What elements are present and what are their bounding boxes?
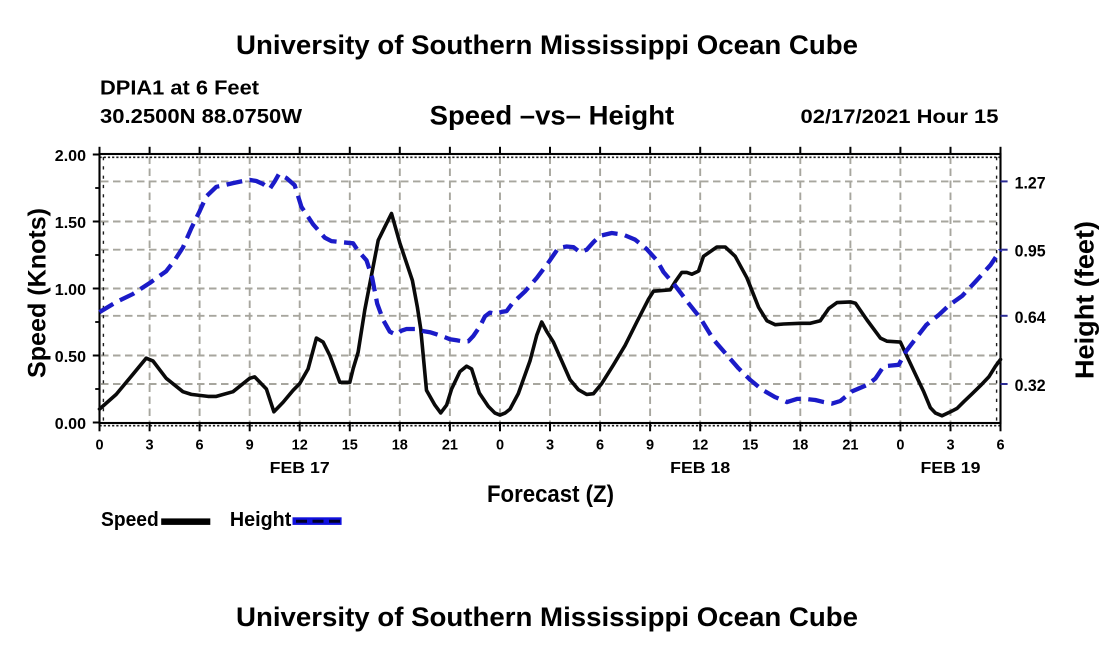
svg-text:0.95: 0.95 bbox=[1015, 242, 1046, 261]
svg-text:1.27: 1.27 bbox=[1015, 173, 1046, 192]
svg-text:2.00: 2.00 bbox=[55, 148, 86, 165]
svg-text:3: 3 bbox=[546, 437, 554, 453]
svg-text:FEB 19: FEB 19 bbox=[921, 460, 981, 477]
svg-text:21: 21 bbox=[442, 437, 458, 453]
svg-text:0: 0 bbox=[496, 437, 504, 453]
svg-text:0: 0 bbox=[95, 437, 103, 453]
svg-text:University of Southern Mississ: University of Southern Mississippi Ocean… bbox=[236, 30, 858, 60]
svg-text:Speed –vs– Height: Speed –vs– Height bbox=[430, 101, 675, 131]
svg-text:1.50: 1.50 bbox=[55, 215, 86, 232]
svg-text:18: 18 bbox=[392, 437, 408, 453]
svg-text:Height: Height bbox=[230, 509, 292, 531]
svg-text:FEB 18: FEB 18 bbox=[670, 460, 730, 477]
svg-text:02/17/2021 Hour 15: 02/17/2021 Hour 15 bbox=[801, 107, 999, 128]
svg-text:9: 9 bbox=[646, 437, 654, 453]
svg-text:0.32: 0.32 bbox=[1015, 376, 1046, 395]
svg-text:18: 18 bbox=[792, 437, 808, 453]
svg-text:6: 6 bbox=[996, 437, 1004, 453]
svg-text:0: 0 bbox=[896, 437, 904, 453]
svg-text:30.2500N 88.0750W: 30.2500N 88.0750W bbox=[100, 106, 302, 128]
svg-text:0.50: 0.50 bbox=[55, 349, 86, 366]
svg-text:FEB 17: FEB 17 bbox=[270, 460, 330, 477]
svg-text:University of Southern Mississ: University of Southern Mississippi Ocean… bbox=[236, 602, 858, 632]
svg-text:3: 3 bbox=[146, 437, 154, 453]
svg-text:15: 15 bbox=[342, 437, 358, 453]
svg-text:Forecast (Z): Forecast (Z) bbox=[487, 481, 614, 508]
svg-text:0.64: 0.64 bbox=[1015, 308, 1047, 327]
svg-text:Speed (Knots): Speed (Knots) bbox=[24, 208, 52, 378]
svg-text:15: 15 bbox=[742, 437, 758, 453]
svg-text:12: 12 bbox=[292, 437, 308, 453]
svg-text:9: 9 bbox=[246, 437, 254, 453]
svg-text:6: 6 bbox=[196, 437, 204, 453]
svg-text:0.00: 0.00 bbox=[55, 416, 86, 433]
svg-text:DPIA1 at 6 Feet: DPIA1 at 6 Feet bbox=[100, 78, 259, 100]
svg-text:Speed: Speed bbox=[101, 509, 159, 531]
svg-text:Height (feet): Height (feet) bbox=[1072, 221, 1100, 379]
svg-text:3: 3 bbox=[946, 437, 954, 453]
svg-text:1.00: 1.00 bbox=[55, 282, 86, 299]
svg-text:6: 6 bbox=[596, 437, 604, 453]
svg-text:21: 21 bbox=[842, 437, 858, 453]
svg-text:12: 12 bbox=[692, 437, 708, 453]
